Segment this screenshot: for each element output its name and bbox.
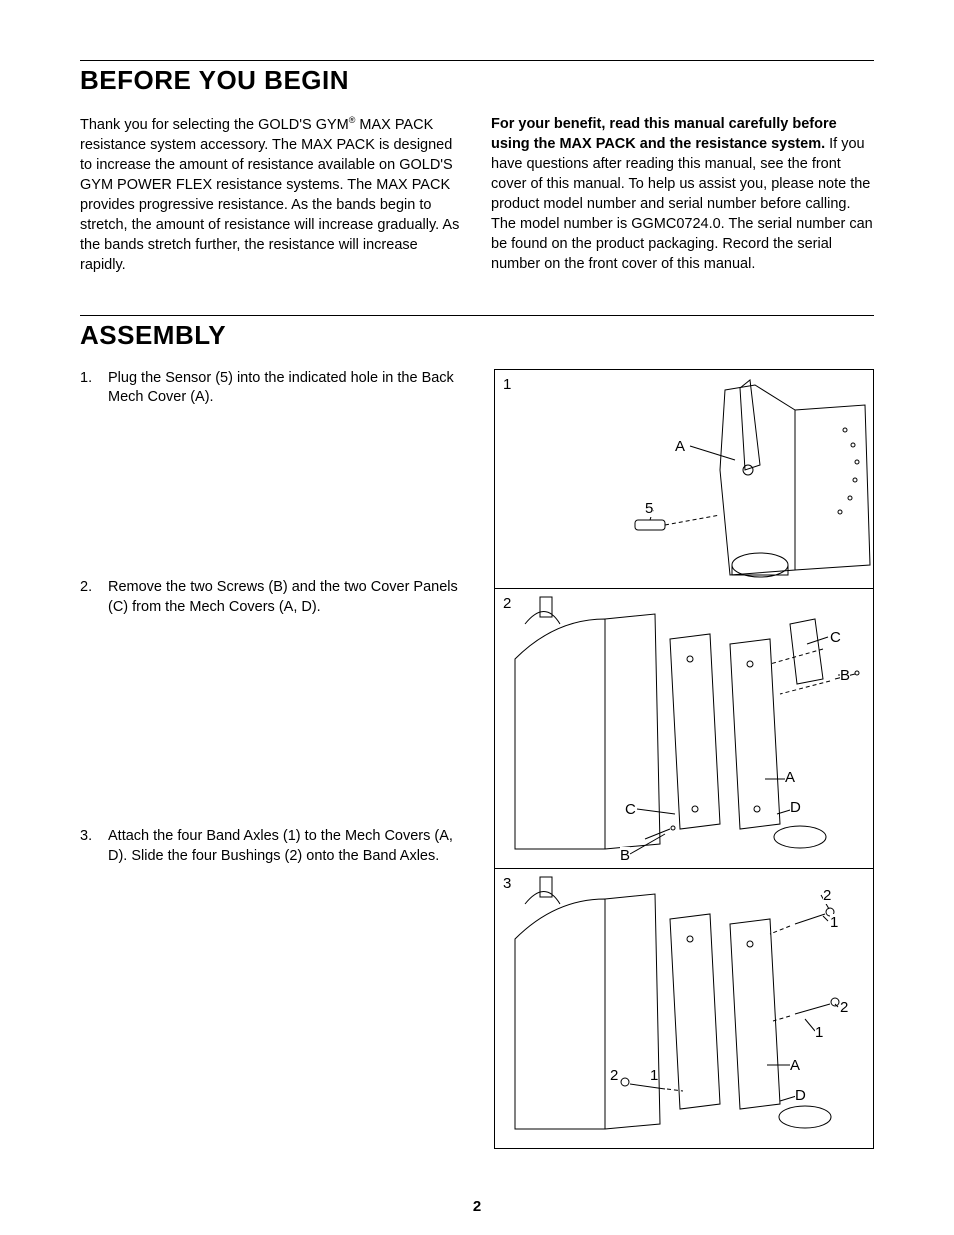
callout-label: B <box>620 847 630 864</box>
assembly-layout: 1. Plug the Sensor (5) into the indicate… <box>80 369 874 1149</box>
figure-2-svg <box>495 589 873 867</box>
before-right-bold: For your benefit, read this manual caref… <box>491 116 837 152</box>
callout-label: D <box>795 1087 806 1104</box>
figure-3: 3 <box>494 869 874 1149</box>
callout-label: C <box>625 801 636 818</box>
callout-label: B <box>840 667 850 684</box>
callout-label: 1 <box>815 1024 823 1041</box>
callout-label: 1 <box>650 1067 658 1084</box>
step: 1. Plug the Sensor (5) into the indicate… <box>80 369 474 408</box>
figure-1-svg <box>495 370 873 588</box>
step-text: Remove the two Screws (B) and the two Co… <box>108 578 474 617</box>
assembly-steps: 1. Plug the Sensor (5) into the indicate… <box>80 369 474 1149</box>
callout-label: 2 <box>823 887 831 904</box>
step-number: 1. <box>80 369 98 408</box>
section-title-assembly: ASSEMBLY <box>80 315 874 351</box>
callout-label: 5 <box>645 500 653 517</box>
before-right-col: For your benefit, read this manual caref… <box>491 114 874 275</box>
figure-1: 1 <box>494 369 874 589</box>
step-number: 3. <box>80 827 98 866</box>
figure-3-svg <box>495 869 873 1147</box>
section-title-before: BEFORE YOU BEGIN <box>80 60 874 96</box>
step: 2. Remove the two Screws (B) and the two… <box>80 578 474 617</box>
callout-label: 1 <box>830 914 838 931</box>
callout-label: A <box>785 769 795 786</box>
before-right-rest: If you have questions after reading this… <box>491 136 873 272</box>
before-columns: Thank you for selecting the GOLD'S GYM® … <box>80 114 874 275</box>
step-text: Plug the Sensor (5) into the indicated h… <box>108 369 474 408</box>
callout-label: A <box>790 1057 800 1074</box>
step: 3. Attach the four Band Axles (1) to the… <box>80 827 474 866</box>
before-left-col: Thank you for selecting the GOLD'S GYM® … <box>80 114 463 275</box>
callout-label: 2 <box>610 1067 618 1084</box>
assembly-figures: 1 <box>494 369 874 1149</box>
callout-label: 2 <box>840 999 848 1016</box>
callout-label: C <box>830 629 841 646</box>
callout-label: D <box>790 799 801 816</box>
step-number: 2. <box>80 578 98 617</box>
figure-2: 2 <box>494 589 874 869</box>
page-number: 2 <box>473 1198 481 1215</box>
callout-label: A <box>675 438 685 455</box>
step-text: Attach the four Band Axles (1) to the Me… <box>108 827 474 866</box>
